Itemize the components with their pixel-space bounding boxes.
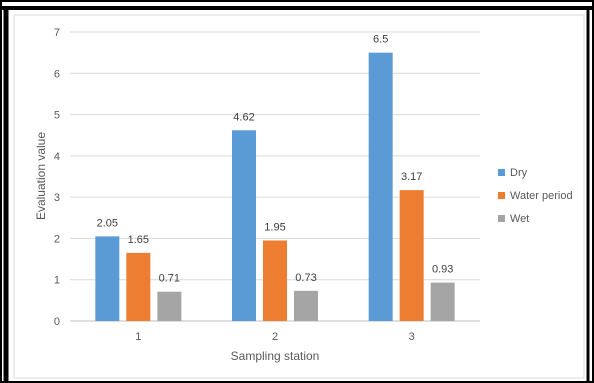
bar-water-period-2 [263, 240, 287, 321]
y-tick-label: 0 [54, 316, 60, 328]
data-label: 0.71 [159, 273, 180, 285]
legend: Dry Water period Wet [498, 167, 573, 225]
y-tick-labels: 0 1 2 3 4 5 6 7 [54, 27, 60, 328]
bar-wet-3 [430, 282, 455, 321]
y-tick-label: 3 [54, 192, 60, 204]
data-labels: 2.05 1.65 0.71 4.62 1.95 0.73 6.5 3.17 0.93 [97, 34, 454, 285]
x-axis-title: Sampling station [231, 349, 320, 363]
y-axis-title: Evaluation value [34, 132, 48, 220]
bar-wet-1 [157, 291, 182, 321]
y-tick-label: 2 [54, 233, 60, 245]
data-label: 2.05 [97, 217, 118, 229]
bar-water-period-3 [399, 190, 424, 321]
y-tick-label: 4 [54, 151, 60, 163]
bar-water-period-1 [126, 252, 151, 321]
y-tick-label: 6 [54, 68, 60, 80]
x-tick-label: 3 [409, 331, 415, 343]
bar-wet-2 [294, 290, 318, 321]
x-tick-label: 1 [135, 331, 141, 343]
data-label: 0.93 [432, 264, 453, 276]
legend-label: Water period [510, 190, 573, 202]
data-label: 3.17 [401, 171, 422, 183]
y-tick-label: 1 [54, 275, 60, 287]
chart-area-border [13, 14, 585, 379]
bar-dry-3 [368, 52, 393, 322]
data-label: 1.95 [264, 221, 285, 233]
legend-swatch [498, 169, 505, 176]
legend-label: Dry [510, 167, 528, 179]
x-tick-labels: 1 2 3 [135, 331, 414, 343]
bars [95, 52, 455, 322]
legend-swatch [498, 192, 505, 199]
legend-label: Wet [510, 213, 529, 225]
y-tick-label: 5 [54, 110, 60, 122]
data-label: 0.73 [295, 272, 316, 284]
x-tick-label: 2 [272, 331, 278, 343]
data-label: 6.5 [373, 34, 388, 46]
data-label: 1.65 [128, 234, 149, 246]
data-label: 4.62 [233, 111, 254, 123]
y-tick-label: 7 [54, 27, 60, 39]
bar-dry-1 [95, 236, 120, 321]
bar-dry-2 [232, 130, 256, 321]
legend-swatch [498, 215, 505, 222]
